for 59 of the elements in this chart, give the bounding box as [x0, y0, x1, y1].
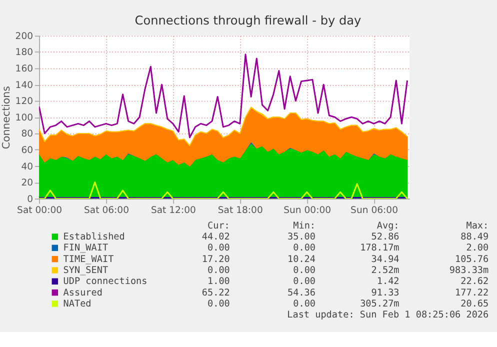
text: Min: — [293, 220, 316, 232]
text: 2.00 — [466, 242, 489, 254]
legend-label: TIME_WAIT — [63, 254, 114, 265]
text: 0.00 — [293, 298, 316, 310]
text: 34.94 — [371, 254, 400, 265]
text: 983.33m — [449, 265, 490, 276]
x-tick-label: Sat 00:00 — [17, 205, 62, 216]
text: 88.49 — [460, 232, 489, 243]
text: 0.00 — [293, 265, 316, 276]
y-tick-label: 60 — [21, 144, 34, 156]
y-tick-label: 80 — [21, 128, 34, 140]
text: 0.00 — [207, 298, 230, 310]
text: 2.52m — [371, 265, 400, 276]
text: 91.33 — [371, 287, 400, 298]
legend-label: SYN_SENT — [63, 265, 108, 276]
text: 1.42 — [376, 276, 400, 288]
text: 20.65 — [460, 298, 489, 310]
text: Max: — [466, 220, 489, 232]
y-tick-label: 160 — [15, 64, 34, 75]
y-tick-label: 40 — [21, 161, 34, 172]
text: 0.00 — [293, 242, 316, 254]
text: 0.00 — [207, 242, 230, 254]
text: 0.00 — [293, 276, 316, 288]
text: 1.00 — [207, 276, 230, 288]
y-tick-label: 0 — [27, 194, 34, 205]
text: 22.62 — [460, 276, 489, 288]
legend-label: Established — [63, 232, 125, 243]
x-tick-label: Sat 12:00 — [150, 205, 196, 216]
legend-label: NATed — [63, 298, 92, 310]
text: 44.02 — [202, 232, 230, 243]
text: 105.76 — [455, 254, 489, 265]
chart-title: Connections through firewall - by day — [134, 14, 362, 28]
text: Cur: — [207, 220, 230, 232]
y-tick-label: 120 — [15, 96, 34, 108]
text: 54.36 — [288, 287, 316, 298]
text: 17.20 — [202, 254, 230, 265]
y-tick-label: 200 — [15, 30, 34, 42]
legend-label: FIN_WAIT — [63, 242, 108, 254]
x-tick-label: Sun 00:00 — [284, 205, 332, 216]
text: 177.22 — [455, 287, 489, 298]
text: 35.00 — [288, 232, 316, 243]
legend-label: Assured — [63, 287, 102, 298]
y-tick-label: 20 — [21, 178, 34, 189]
legend-label: UDP connections — [63, 276, 148, 288]
text: Last update: Sun Feb 1 08:25:06 2026 — [287, 310, 489, 321]
text: 178.17m — [360, 242, 400, 254]
text: 10.24 — [288, 254, 316, 265]
y-tick-label: 140 — [15, 80, 34, 91]
text: 305.27m — [360, 298, 400, 310]
text: 65.22 — [202, 287, 230, 298]
y-axis-title: Connections — [2, 86, 13, 150]
text: 52.86 — [371, 232, 400, 243]
x-tick-label: Sat 18:00 — [218, 205, 263, 216]
text: Avg: — [376, 220, 400, 232]
y-tick-label: 100 — [15, 112, 34, 124]
text: 0.00 — [207, 265, 230, 276]
y-tick-label: 180 — [15, 47, 34, 58]
x-tick-label: Sat 06:00 — [84, 205, 130, 216]
x-tick-label: Sun 06:00 — [350, 205, 398, 216]
